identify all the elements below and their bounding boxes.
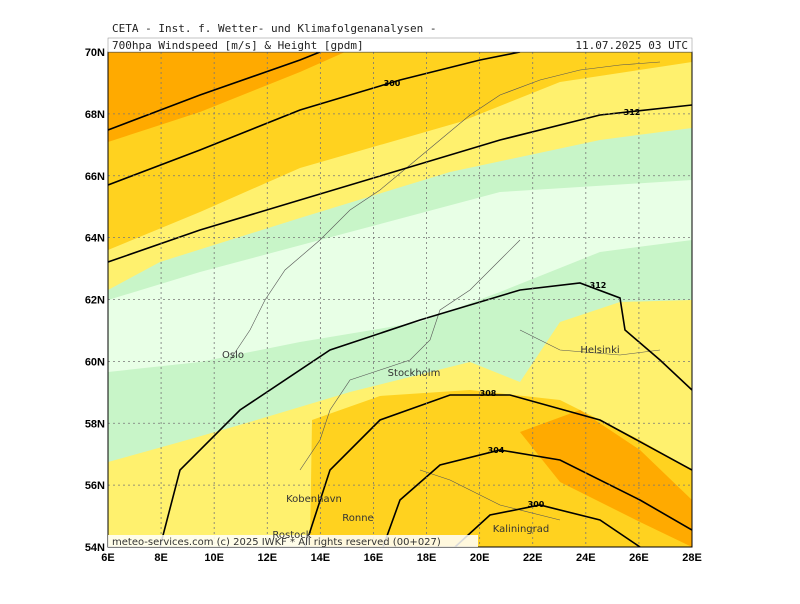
lon-label: 24E xyxy=(576,552,596,564)
lon-label: 20E xyxy=(470,552,490,564)
city-label: Rostock xyxy=(272,530,311,541)
header-title: CETA - Inst. f. Wetter- und Klimafolgena… xyxy=(112,22,437,35)
city-label: Oslo xyxy=(222,350,244,361)
lat-label: 64N xyxy=(85,233,105,245)
contour xyxy=(382,449,692,547)
contour-label: 300 xyxy=(384,79,401,88)
lon-label: 6E xyxy=(101,552,114,564)
lon-label: 26E xyxy=(629,552,649,564)
lon-label: 8E xyxy=(154,552,167,564)
lat-label: 66N xyxy=(85,171,105,183)
contour xyxy=(108,104,692,263)
city-label: Stockholm xyxy=(388,368,441,379)
lon-label: 28E xyxy=(682,552,702,564)
lon-label: 18E xyxy=(417,552,437,564)
contour-label: 300 xyxy=(528,500,545,509)
lat-label: 68N xyxy=(85,109,105,121)
band-gold xyxy=(108,52,692,250)
grid xyxy=(108,52,692,547)
lon-label: 14E xyxy=(311,552,331,564)
lat-label: 70N xyxy=(85,47,105,59)
city-label: Kobenhavn xyxy=(286,494,342,505)
lon-label: 22E xyxy=(523,552,543,564)
subtitle: 700hpa Windspeed [m/s] & Height [gpdm] xyxy=(112,39,364,52)
lat-label: 58N xyxy=(85,418,105,430)
lat-label: 62N xyxy=(85,295,105,307)
footer: meteo-services.com (c) 2025 IWKF * All r… xyxy=(112,537,441,548)
contour xyxy=(108,52,521,186)
lon-label: 10E xyxy=(204,552,224,564)
coastline xyxy=(229,61,661,521)
plot-area xyxy=(108,52,692,547)
city-label: Kaliningrad xyxy=(493,524,549,535)
datetime: 11.07.2025 03 UTC xyxy=(575,39,688,52)
contour xyxy=(159,282,692,547)
contour xyxy=(454,504,641,547)
contour-label: 304 xyxy=(488,446,505,455)
band-pale-green xyxy=(108,180,692,372)
city-label: Helsinki xyxy=(580,345,619,356)
lat-label: 60N xyxy=(85,356,105,368)
contour xyxy=(304,394,692,547)
band-orange-south xyxy=(520,410,692,547)
contour-label: 308 xyxy=(480,389,497,398)
city-label: Ronne xyxy=(342,513,373,524)
lon-label: 16E xyxy=(364,552,384,564)
contour xyxy=(108,52,321,131)
footer-box xyxy=(108,535,478,547)
lat-label: 56N xyxy=(85,480,105,492)
subtitle-box xyxy=(107,37,693,53)
lat-label: 54N xyxy=(85,542,105,554)
contour-label: 312 xyxy=(624,108,641,117)
lon-label: 12E xyxy=(257,552,277,564)
contour-label: 312 xyxy=(590,281,607,290)
band-orange xyxy=(108,52,345,142)
